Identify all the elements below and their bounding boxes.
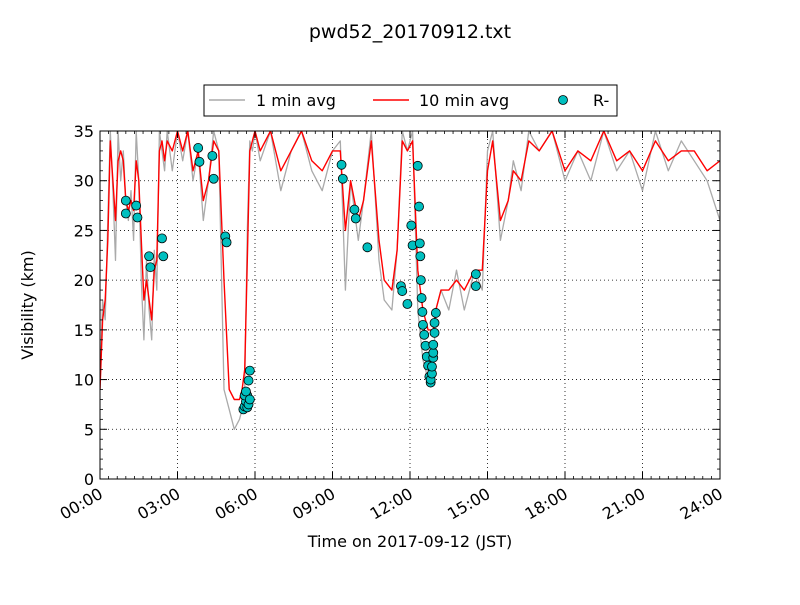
rain-marker xyxy=(244,394,255,405)
y-tick-label: 25 xyxy=(74,221,94,240)
y-tick-label: 15 xyxy=(74,321,94,340)
rain-marker xyxy=(414,238,425,249)
y-tick-label: 0 xyxy=(84,470,94,489)
rain-marker xyxy=(415,275,426,286)
rain-marker xyxy=(144,251,154,262)
rain-marker xyxy=(207,150,218,161)
rain-marker xyxy=(397,286,408,296)
rain-marker xyxy=(416,293,427,303)
rain-marker xyxy=(221,237,232,248)
rain-marker xyxy=(145,262,156,273)
chart-title: pwd52_20170912.txt xyxy=(309,21,511,43)
rain-marker xyxy=(349,204,360,215)
rain-marker xyxy=(194,156,205,167)
legend-label-rain: R- xyxy=(593,91,609,110)
rain-marker xyxy=(158,251,169,262)
x-axis-label: Time on 2017-09-12 (JST) xyxy=(307,532,512,551)
rain-marker xyxy=(120,195,131,206)
rain-marker xyxy=(428,339,439,350)
y-tick-label: 30 xyxy=(74,172,94,191)
rain-marker xyxy=(417,307,428,317)
rain-marker xyxy=(243,375,254,386)
rain-marker xyxy=(406,220,417,231)
rain-marker xyxy=(120,208,131,219)
y-axis-label: Visibility (km) xyxy=(18,250,37,359)
legend-marker-rain xyxy=(558,95,568,105)
rain-marker xyxy=(157,233,167,244)
rain-marker xyxy=(337,173,348,184)
rain-marker xyxy=(350,213,361,224)
rain-marker xyxy=(415,251,426,262)
rain-marker xyxy=(412,160,423,171)
rain-marker xyxy=(362,242,373,253)
rain-marker xyxy=(429,327,440,338)
legend-label-1min: 1 min avg xyxy=(256,91,336,110)
series-layer xyxy=(100,131,720,430)
rain-marker xyxy=(418,319,428,330)
grid xyxy=(100,131,720,479)
plot-frame xyxy=(99,130,721,480)
rain-marker xyxy=(429,317,440,328)
rain-marker xyxy=(430,308,441,318)
rain-marker xyxy=(402,299,413,309)
y-tick-label: 10 xyxy=(74,371,94,390)
rain-marker xyxy=(336,159,347,170)
rain-marker xyxy=(427,361,437,372)
y-tick-label: 35 xyxy=(74,122,94,141)
rain-marker xyxy=(470,269,481,280)
rain-marker xyxy=(470,281,481,292)
rain-marker xyxy=(244,365,255,376)
legend: 1 min avg 10 min avg R- xyxy=(203,84,618,117)
legend-label-10min: 10 min avg xyxy=(419,91,509,110)
rain-marker xyxy=(208,173,219,184)
series-10min-line xyxy=(100,131,720,401)
rain-marker xyxy=(419,329,430,340)
rain-marker xyxy=(193,143,204,153)
rain-marker xyxy=(414,201,424,212)
plot-area xyxy=(100,131,720,430)
y-tick-label: 5 xyxy=(84,420,94,439)
legend-box xyxy=(203,84,618,117)
rain-marker xyxy=(132,212,143,223)
rain-marker xyxy=(131,200,142,211)
y-tick-label: 20 xyxy=(74,271,94,290)
rain-marker xyxy=(241,386,251,397)
